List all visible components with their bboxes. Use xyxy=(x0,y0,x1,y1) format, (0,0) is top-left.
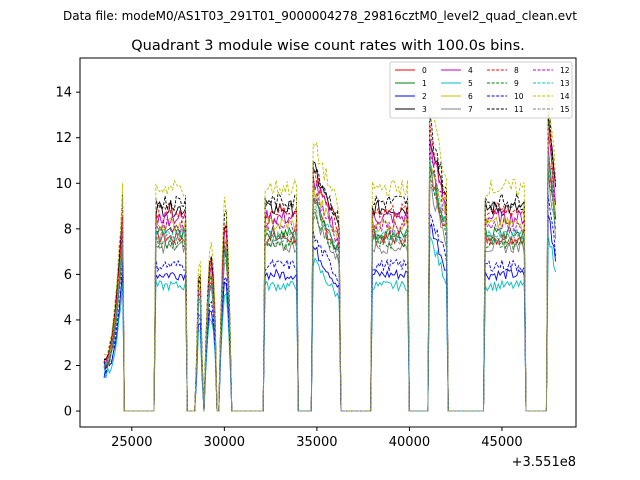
x-offset-label: +3.551e8 xyxy=(512,455,576,470)
legend-label: 5 xyxy=(468,79,473,88)
plot-frame xyxy=(79,57,577,428)
y-tick-label: 4 xyxy=(64,313,72,328)
series-layer xyxy=(103,88,557,412)
legend-label: 10 xyxy=(514,92,524,101)
x-tick-label: 30000 xyxy=(204,435,245,450)
x-tick-label: 35000 xyxy=(296,435,337,450)
legend-label: 3 xyxy=(422,105,427,114)
chart-title: Quadrant 3 module wise count rates with … xyxy=(131,38,525,54)
y-tick-label: 0 xyxy=(64,405,72,420)
legend-label: 12 xyxy=(560,66,570,75)
series-line-11 xyxy=(103,114,557,412)
legend-label: 8 xyxy=(514,66,519,75)
legend-label: 15 xyxy=(560,105,570,114)
x-tick-label: 25000 xyxy=(111,435,152,450)
y-tick-label: 12 xyxy=(55,131,72,146)
legend-label: 13 xyxy=(560,79,570,88)
x-tick-label: 40000 xyxy=(389,435,430,450)
series-line-15 xyxy=(103,152,556,412)
x-axis: 25000 30000 35000 40000 45000 xyxy=(111,427,523,450)
y-tick-label: 6 xyxy=(64,268,72,283)
legend-label: 14 xyxy=(560,92,570,101)
y-axis: 0 2 4 6 8 10 12 14 xyxy=(55,86,80,420)
legend-label: 7 xyxy=(468,105,473,114)
series-line-10 xyxy=(103,194,557,412)
legend-label: 2 xyxy=(422,92,427,101)
series-line-14 xyxy=(103,88,557,412)
y-tick-label: 8 xyxy=(64,222,72,237)
series-line-3 xyxy=(103,111,557,412)
legend-label: 1 xyxy=(422,79,427,88)
x-tick-label: 45000 xyxy=(481,435,522,450)
legend-label: 6 xyxy=(468,92,473,101)
legend-box xyxy=(389,61,573,119)
y-tick-label: 2 xyxy=(64,359,72,374)
series-line-9 xyxy=(103,171,557,412)
legend-label: 0 xyxy=(422,66,427,75)
legend-label: 4 xyxy=(468,66,473,75)
series-line-5 xyxy=(103,235,557,412)
y-tick-label: 14 xyxy=(55,86,72,101)
legend-label: 9 xyxy=(514,79,519,88)
legend-label: 11 xyxy=(514,105,524,114)
y-tick-label: 10 xyxy=(55,177,72,192)
series-line-8 xyxy=(103,123,557,412)
suptitle: Data file: modeM0/AS1T03_291T01_90000042… xyxy=(63,9,577,23)
